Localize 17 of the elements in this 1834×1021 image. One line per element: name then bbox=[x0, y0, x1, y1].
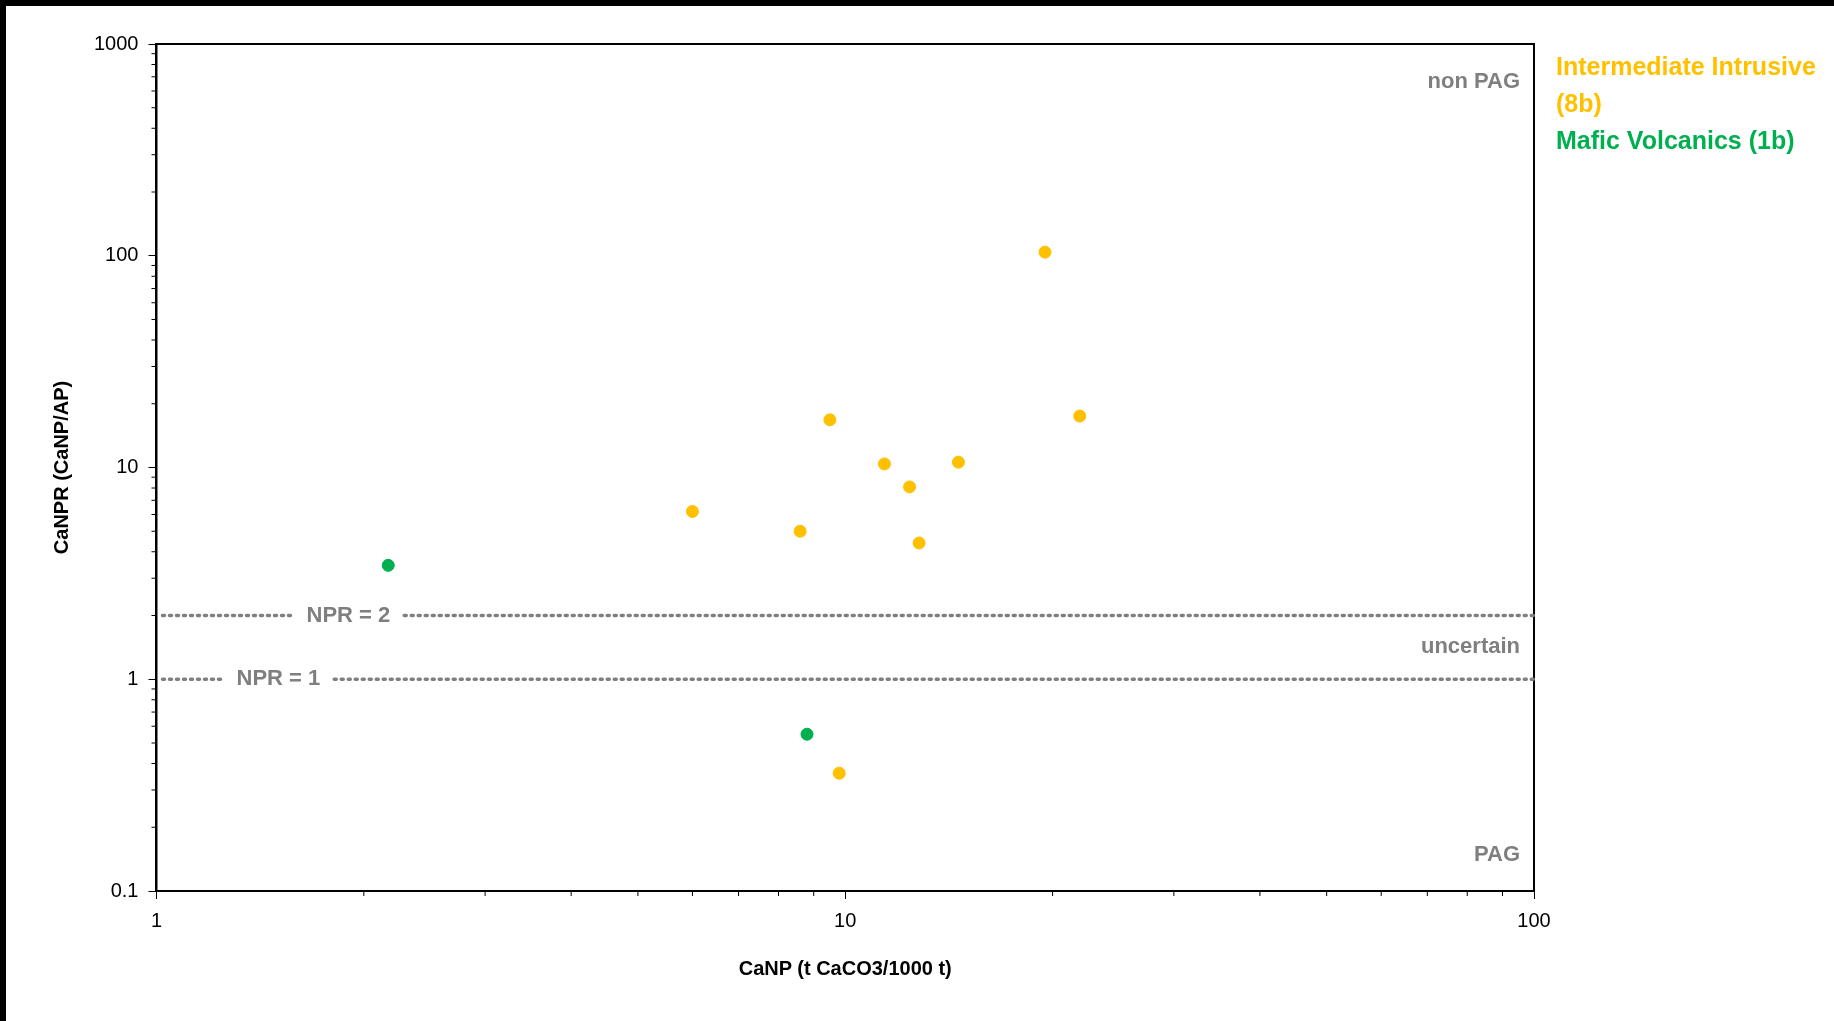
x-axis-title: CaNP (t CaCO3/1000 t) bbox=[738, 956, 952, 979]
text: Intermediate Intrusive (8b) bbox=[1556, 51, 1816, 117]
y-tick-label: 0.1 bbox=[110, 878, 139, 901]
text: Mafic Volcanics (1b) bbox=[1556, 125, 1795, 154]
y-tick-label: 1000 bbox=[93, 31, 139, 54]
ref-line-label: NPR = 1 bbox=[236, 665, 321, 691]
x-tick-label: 100 bbox=[1517, 908, 1551, 931]
y-tick-label: 100 bbox=[105, 243, 139, 266]
ref-line-label: NPR = 2 bbox=[306, 601, 391, 627]
annotation: non PAG bbox=[1427, 68, 1520, 94]
x-tick-label: 1 bbox=[150, 908, 163, 931]
annotation: uncertain bbox=[1420, 633, 1520, 659]
y-tick-label: 1 bbox=[127, 666, 139, 689]
x-tick-label: 10 bbox=[834, 908, 857, 931]
y-tick-label: 10 bbox=[116, 455, 139, 478]
annotation: PAG bbox=[1473, 841, 1520, 867]
y-axis-title: CaNPR (CaNP/AP) bbox=[49, 380, 72, 555]
